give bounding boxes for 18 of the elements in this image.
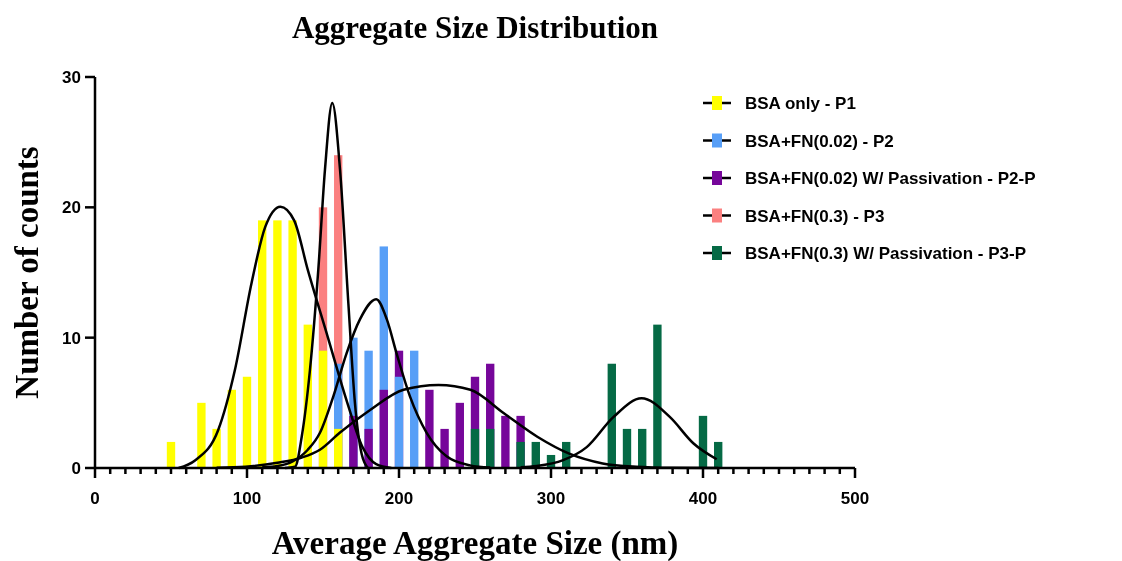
y-axis-title: Number of counts [9,146,45,399]
x-tick-label: 0 [90,489,100,508]
legend-label: BSA+FN(0.3) W/ Passivation - P3-P [745,244,1027,263]
y-tick-label: 30 [62,68,81,87]
legend-label: BSA+FN(0.02) - P2 [745,131,894,151]
legend-label: BSA+FN(0.3) - P3 [745,206,885,226]
legend-label: BSA only - P1 [745,94,856,113]
x-axis-title: Average Aggregate Size (nm) [271,525,679,561]
x-tick-label: 400 [688,489,718,508]
legend-label: BSA+FN(0.02) W/ Passivation - P2-P [745,169,1036,188]
x-tick-label: 200 [384,489,414,508]
x-tick-label: 100 [232,489,262,508]
y-tick-label: 0 [71,459,81,478]
x-tick-label: 300 [536,489,566,508]
chart-title: Aggregate Size Distribution [291,10,659,45]
x-tick-label: 500 [840,489,870,508]
y-tick-label: 20 [62,198,81,218]
y-tick-label: 10 [62,328,81,348]
